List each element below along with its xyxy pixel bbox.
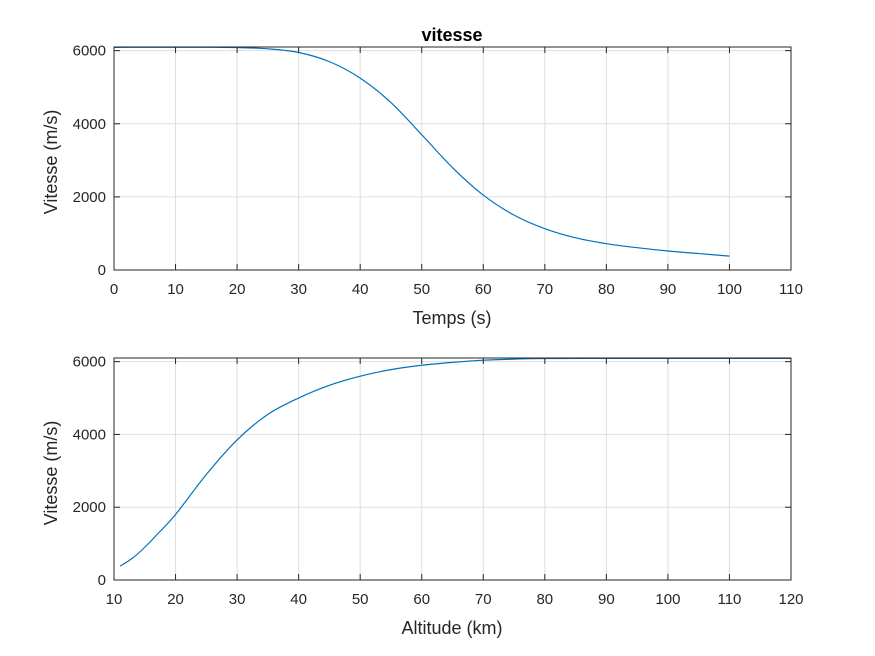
x-tick-label: 90 [598, 591, 615, 608]
chart-title: vitesse [421, 25, 482, 45]
x-tick-label: 110 [717, 591, 741, 608]
x-tick-label: 10 [106, 591, 123, 608]
x-tick-label: 100 [717, 281, 742, 298]
x-tick-label: 10 [167, 281, 184, 298]
y-tick-label: 6000 [73, 43, 106, 60]
x-tick-label: 120 [778, 591, 803, 608]
x-tick-label: 80 [598, 281, 615, 298]
x-axis-label: Temps (s) [412, 308, 491, 328]
x-tick-label: 60 [475, 281, 492, 298]
y-axis-label: Vitesse (m/s) [41, 421, 61, 526]
x-tick-label: 0 [110, 281, 118, 298]
x-tick-label: 20 [167, 591, 184, 608]
x-tick-label: 50 [352, 591, 369, 608]
x-axis-label: Altitude (km) [401, 618, 502, 638]
x-tick-label: 90 [660, 281, 677, 298]
tick-group: 0 10 20 30 40 50 60 70 80 90 100 110 0 2000 4000 6000 [73, 43, 803, 298]
x-tick-label: 110 [779, 281, 803, 298]
axes-frame [113, 357, 792, 581]
y-tick-label: 2000 [73, 499, 106, 516]
x-tick-label: 30 [290, 281, 307, 298]
y-tick-label: 4000 [73, 426, 106, 443]
x-tick-label: 60 [413, 591, 430, 608]
y-tick-label: 0 [98, 572, 106, 589]
y-tick-label: 4000 [73, 116, 106, 133]
x-tick-label: 40 [352, 281, 369, 298]
x-tick-label: 70 [536, 281, 553, 298]
x-tick-label: 80 [536, 591, 553, 608]
y-tick-label: 6000 [73, 354, 106, 371]
axes-frame [113, 46, 792, 271]
tick-group: 10 20 30 40 50 60 70 80 90 100 110 120 0 2000 4000 6000 [73, 354, 804, 608]
x-tick-label: 20 [229, 281, 246, 298]
y-tick-label: 0 [98, 262, 106, 279]
y-axis-label: Vitesse (m/s) [41, 110, 61, 215]
x-tick-label: 70 [475, 591, 492, 608]
x-tick-label: 50 [413, 281, 430, 298]
x-tick-label: 30 [229, 591, 246, 608]
x-tick-label: 40 [290, 591, 307, 608]
velocity-time-chart: vitesse 0 10 20 30 40 50 60 70 80 90 100 110 0 2000 40… [41, 25, 803, 328]
y-tick-label: 2000 [73, 189, 106, 206]
velocity-altitude-chart: 10 20 30 40 50 60 70 80 90 100 110 120 0 2000 4000 6000… [41, 354, 804, 638]
x-tick-label: 100 [655, 591, 680, 608]
